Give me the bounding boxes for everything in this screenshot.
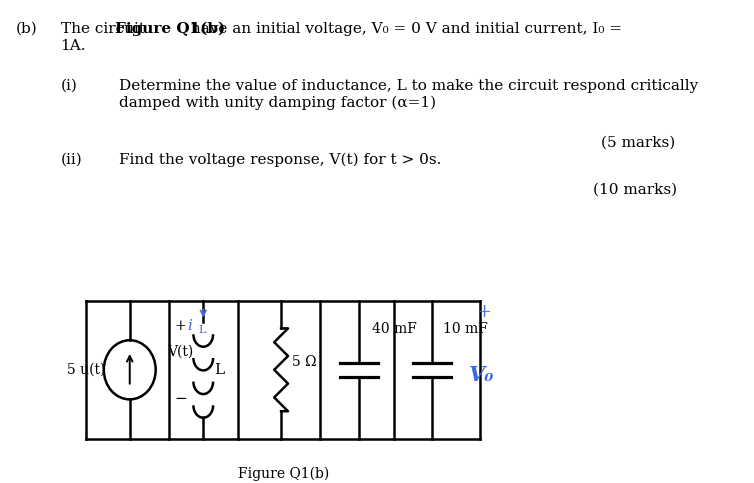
Text: +: + [175, 319, 186, 333]
Text: (b): (b) [16, 22, 37, 36]
Text: Find the voltage response, V(t) for t > 0s.: Find the voltage response, V(t) for t > … [119, 153, 442, 167]
Text: V₀: V₀ [469, 365, 494, 385]
Text: (ii): (ii) [60, 153, 82, 167]
Text: +: + [476, 303, 491, 321]
Text: Figure Q1(b): Figure Q1(b) [238, 467, 329, 481]
Text: damped with unity damping factor (α=1): damped with unity damping factor (α=1) [119, 96, 437, 110]
Text: have an initial voltage, V₀ = 0 V and initial current, I₀ =: have an initial voltage, V₀ = 0 V and in… [186, 22, 622, 36]
Text: −: − [174, 392, 187, 406]
Text: (5 marks): (5 marks) [601, 136, 676, 150]
Text: L: L [214, 363, 225, 377]
Text: (i): (i) [60, 79, 78, 93]
Text: The circuit: The circuit [60, 22, 149, 36]
Text: 5 u(t): 5 u(t) [66, 363, 105, 377]
Text: 40 mF: 40 mF [372, 323, 417, 337]
Text: i: i [188, 318, 192, 332]
Text: V(t): V(t) [167, 345, 193, 359]
Text: 10 mF: 10 mF [443, 323, 488, 337]
Text: L: L [198, 326, 205, 335]
Text: 5 Ω: 5 Ω [293, 355, 317, 369]
Text: Figure Q1(b): Figure Q1(b) [115, 22, 225, 36]
Text: Determine the value of inductance, L to make the circuit respond critically: Determine the value of inductance, L to … [119, 79, 699, 93]
Text: (10 marks): (10 marks) [593, 183, 677, 197]
Text: 1A.: 1A. [60, 40, 86, 54]
